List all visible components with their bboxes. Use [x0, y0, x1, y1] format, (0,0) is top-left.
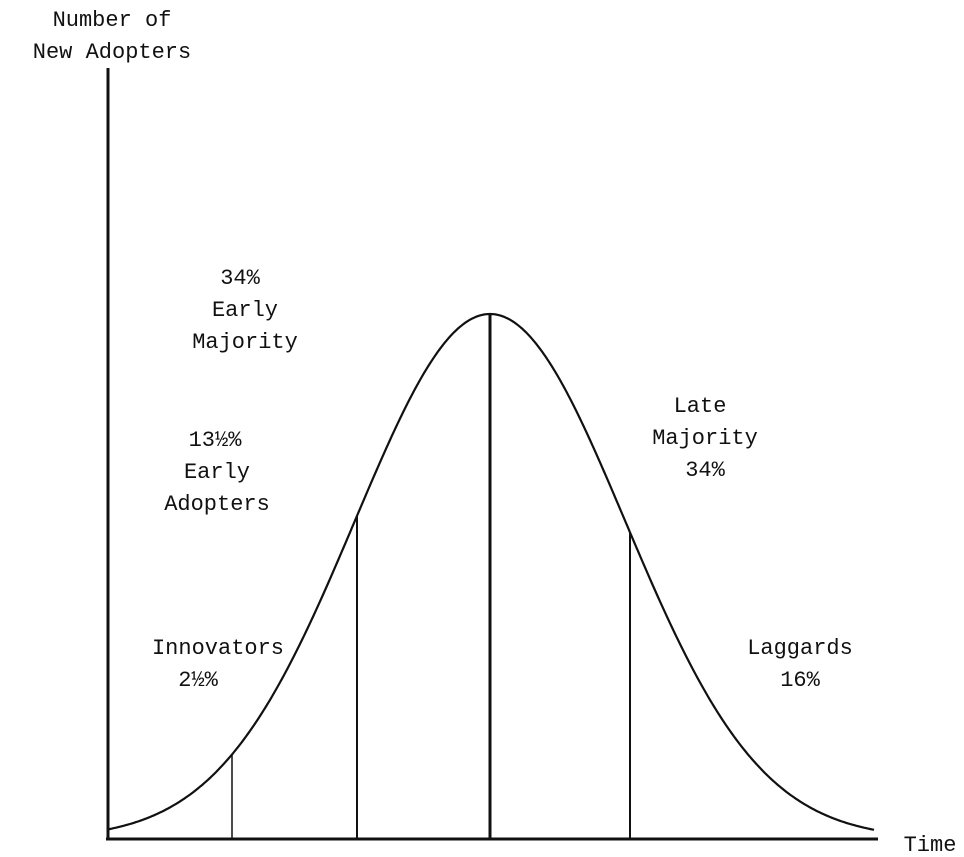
y-axis-label: Number of: [53, 8, 172, 33]
segment-label: 2½%: [178, 668, 218, 693]
segment-label: Innovators: [152, 636, 284, 661]
segment-label: Early: [184, 460, 250, 485]
segment-label: 34%: [220, 266, 260, 291]
y-axis-label: New Adopters: [33, 40, 191, 65]
segment-label: Adopters: [164, 492, 270, 517]
segment-label: Late: [674, 394, 727, 419]
x-axis-label: Time: [904, 833, 957, 857]
segment-label: 34%: [685, 458, 725, 483]
segment-label: 16%: [780, 668, 820, 693]
segment-label: Laggards: [747, 636, 853, 661]
segment-label: Majority: [192, 330, 298, 355]
segment-label: 13½%: [189, 428, 243, 453]
segment-label: Early: [212, 298, 278, 323]
segment-label: Majority: [652, 426, 758, 451]
